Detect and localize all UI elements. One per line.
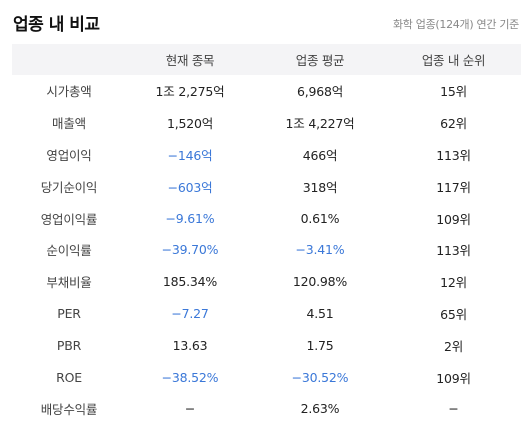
- average-value: −3.41%: [295, 242, 345, 258]
- industry-comparison-table: 현재 종목 업종 평균 업종 내 순위 시가총액 1조 2,275억 6,968…: [12, 44, 521, 425]
- rank-value: −: [448, 401, 459, 417]
- average-value: −30.52%: [291, 369, 349, 385]
- current-value: −39.70%: [161, 242, 219, 258]
- metric-label: 당기순이익: [40, 179, 98, 195]
- average-value: 2.63%: [300, 401, 340, 417]
- section-header: 업종 내 비교 화학 업종(124개) 연간 기준: [0, 0, 531, 44]
- metric-label: 영업이익률: [40, 211, 98, 227]
- rank-value: 15위: [440, 84, 467, 100]
- table-row: PBR 13.63 1.75 2위: [12, 329, 521, 361]
- rank-value: 109위: [436, 370, 471, 386]
- metric-label: 매출액: [52, 116, 86, 132]
- table-header-row: 현재 종목 업종 평균 업종 내 순위: [12, 44, 521, 75]
- current-value: −38.52%: [161, 369, 219, 385]
- table-row: 순이익률 −39.70% −3.41% 113위: [12, 234, 521, 266]
- metric-label: 순이익률: [46, 243, 92, 259]
- column-header-average: 업종 평균: [254, 44, 386, 75]
- average-value: 1.75: [306, 337, 334, 353]
- column-header-current: 현재 종목: [126, 44, 254, 75]
- column-header-label: [12, 44, 126, 75]
- average-value: 318억: [302, 179, 338, 195]
- metric-label: 부채비율: [46, 275, 92, 291]
- average-value: 1조 4,227억: [285, 116, 355, 132]
- section-subtitle: 화학 업종(124개) 연간 기준: [392, 18, 519, 31]
- average-value: 6,968억: [296, 84, 344, 100]
- average-value: 466억: [302, 147, 338, 163]
- current-value: 185.34%: [162, 274, 218, 290]
- rank-value: 117위: [436, 179, 471, 195]
- rank-value: 65위: [440, 306, 467, 322]
- table-row: 부채비율 185.34% 120.98% 12위: [12, 266, 521, 298]
- metric-label: PER: [57, 305, 81, 321]
- rank-value: 12위: [440, 275, 467, 291]
- table-row: 배당수익률 − 2.63% −: [12, 393, 521, 425]
- average-value: 120.98%: [292, 274, 348, 290]
- current-value: −9.61%: [165, 210, 215, 226]
- table-row: 시가총액 1조 2,275억 6,968억 15위: [12, 75, 521, 107]
- rank-value: 62위: [440, 116, 467, 132]
- metric-label: PBR: [56, 337, 82, 353]
- table-row: ROE −38.52% −30.52% 109위: [12, 361, 521, 393]
- current-value: −: [184, 401, 196, 417]
- rank-value: 113위: [436, 147, 471, 163]
- table-row: PER −7.27 4.51 65위: [12, 298, 521, 330]
- rank-value: 2위: [443, 338, 464, 354]
- table-row: 영업이익 −146억 466억 113위: [12, 139, 521, 171]
- current-value: 13.63: [172, 337, 208, 353]
- metric-label: 시가총액: [46, 84, 92, 100]
- rank-value: 109위: [436, 211, 471, 227]
- table-row: 매출액 1,520억 1조 4,227억 62위: [12, 107, 521, 139]
- column-header-rank: 업종 내 순위: [386, 44, 521, 75]
- current-value: 1조 2,275억: [155, 84, 225, 100]
- current-value: 1,520억: [166, 116, 214, 132]
- metric-label: 배당수익률: [40, 402, 98, 418]
- rank-value: 113위: [436, 243, 471, 259]
- table-row: 당기순이익 −603억 318억 117위: [12, 170, 521, 202]
- current-value: −7.27: [171, 305, 209, 321]
- average-value: 4.51: [306, 305, 334, 321]
- table-row: 영업이익률 −9.61% 0.61% 109위: [12, 202, 521, 234]
- current-value: −603억: [167, 179, 213, 195]
- current-value: −146억: [167, 147, 213, 163]
- average-value: 0.61%: [300, 210, 340, 226]
- section-title: 업종 내 비교: [13, 15, 100, 35]
- metric-label: 영업이익: [46, 147, 92, 163]
- metric-label: ROE: [56, 369, 82, 385]
